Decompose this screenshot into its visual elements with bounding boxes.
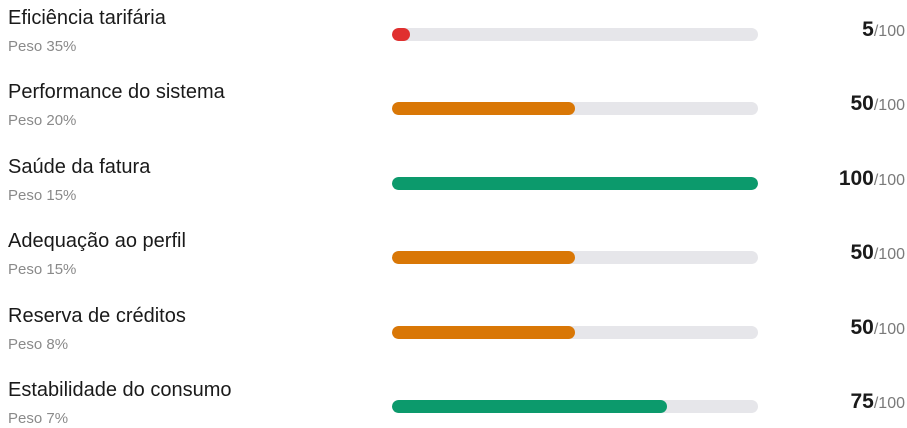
bar-track [392,102,758,116]
criterion-weight: Peso 15% [8,261,77,279]
score-row: Adequação ao perfil Peso 15% 50/100 [0,223,907,297]
score-text: 5/100 [862,18,905,42]
criterion-label: Adequação ao perfil [8,230,186,253]
bar-fill [392,176,758,190]
bar-fill [392,28,411,41]
criterion-label: Saúde da fatura [8,155,151,178]
score-max: /100 [873,395,905,412]
bar-fill [392,102,575,116]
score-value: 5 [862,18,874,41]
score-value: 50 [850,241,874,265]
score-text: 50/100 [851,241,906,265]
bar-track [392,400,758,413]
score-max: /100 [873,171,905,189]
score-text: 50/100 [851,92,906,116]
criterion-weight: Peso 35% [8,38,77,55]
score-max: /100 [873,97,905,115]
score-max: /100 [873,320,905,338]
score-row: Estabilidade do consumo Peso 7% 75/100 [0,372,907,428]
score-value: 100 [838,166,874,190]
bar-track [392,251,758,265]
bar-track [392,28,758,41]
score-text: 50/100 [851,316,906,340]
score-row: Reserva de créditos Peso 8% 50/100 [0,298,907,372]
bar-fill [392,325,575,339]
score-max: /100 [873,246,905,264]
criterion-label: Eficiência tarifária [8,7,166,29]
score-row: Performance do sistema Peso 20% 50/100 [0,74,907,148]
score-max: /100 [873,23,905,40]
bar-track [392,325,758,339]
criterion-label: Estabilidade do consumo [8,379,232,401]
criterion-weight: Peso 7% [8,410,69,427]
score-row: Eficiência tarifária Peso 35% 5/100 [0,0,907,74]
score-row: Saúde da fatura Peso 15% 100/100 [0,149,907,223]
criterion-weight: Peso 8% [8,335,69,353]
score-value: 50 [850,315,874,339]
score-text: 75/100 [851,390,906,414]
score-text: 100/100 [839,167,905,191]
score-value: 50 [850,92,874,116]
bar-fill [392,251,575,265]
score-value: 75 [850,390,874,413]
criterion-label: Reserva de créditos [8,304,186,327]
criterion-weight: Peso 20% [8,112,77,130]
bar-track [392,176,758,190]
criterion-label: Performance do sistema [8,81,225,104]
bar-fill [392,400,667,413]
criterion-weight: Peso 15% [8,186,77,204]
